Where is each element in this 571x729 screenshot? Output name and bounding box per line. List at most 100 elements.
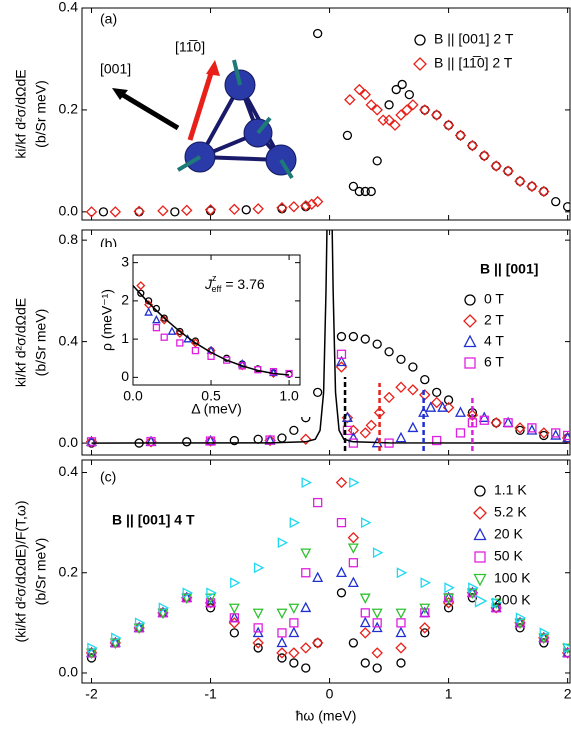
data-point [527,423,537,433]
x-tick-label: 0.0 [123,388,143,404]
x-tick-label: -2 [85,686,98,702]
data-point [301,477,312,489]
data-point [167,326,177,335]
data-point [86,653,97,663]
data-point [562,431,570,443]
data-point [175,328,185,338]
data-point [311,637,324,649]
data-point [430,109,443,121]
data-point [152,323,161,332]
data-point [300,601,312,613]
y-tick-label: 0.2 [59,563,79,579]
data-point [396,658,406,668]
data-point [490,160,502,172]
data-point [277,628,287,638]
data-point [176,327,184,336]
data-point [455,406,466,417]
data-point [372,547,384,559]
data-point [85,206,98,218]
data-point [145,435,157,447]
data-point [277,653,287,663]
spin [232,59,242,86]
data-point [349,477,360,489]
data-point [312,571,324,583]
data-point [241,205,251,215]
data-point [109,638,121,650]
data-point [359,88,371,101]
data-point [442,401,455,414]
data-point [145,436,157,448]
data-point [181,593,193,605]
data-point [300,200,312,212]
data-point [288,201,300,213]
arrow-head [206,60,220,76]
data-point [383,391,395,404]
data-point [87,642,98,654]
data-point [348,181,359,192]
data-point [229,628,240,638]
data-point [515,612,527,624]
y-tick-label: 0.0 [59,434,79,450]
data-point [288,626,300,638]
data-point [85,436,98,448]
data-point [253,643,263,653]
data-point [269,367,278,376]
data-point [276,202,288,214]
data-layer [85,28,570,218]
data-point [419,104,431,116]
data-point [562,430,570,441]
x-tick-label: 1 [445,686,453,702]
data-point [206,346,216,356]
data-point [181,204,193,217]
data-point [336,588,347,598]
data-point [289,618,299,628]
data-point [360,186,370,197]
data-point [313,28,323,39]
x-tick-label: -1 [204,686,217,702]
data-point [206,587,217,599]
spin [176,155,202,172]
data-point [158,602,170,614]
legend-label: 4 T [484,333,504,349]
data-point [170,207,180,217]
y-axis-label: ki/kf d²σ/dΩdE [13,69,29,158]
legend-marker [464,357,476,369]
data-point [144,297,153,305]
data-point [160,333,168,341]
legend-title: B || [001] [480,261,538,277]
legend-label: 6 T [484,354,504,370]
data-point [347,576,359,588]
data-point [479,415,489,425]
data-point [526,424,538,435]
data-point [491,597,503,609]
data-point [359,627,371,639]
y-tick-label: 1 [121,330,129,346]
data-point [371,608,383,620]
data-point [539,638,549,648]
legend-label: 0 T [484,291,504,307]
annotation-part: J [204,276,213,292]
data-point [335,476,348,489]
data-point [204,435,217,447]
data-point [335,355,347,367]
data-point [342,425,353,436]
data-point [365,419,377,432]
data-point [563,642,570,654]
data-point [182,437,192,447]
data-point [407,384,419,396]
data-point [289,658,299,668]
arrow-001 [116,89,180,131]
data-point [359,427,371,439]
data-point [222,356,231,364]
data-point [205,598,216,608]
data-point [265,435,275,445]
data-point [360,608,370,618]
legend-label: 100 K [494,570,531,586]
data-point [253,434,263,444]
direction-label: [11̅0] [175,39,205,55]
legend-marker [473,527,487,541]
legend-marker [464,294,476,306]
data-point [514,618,526,630]
data-point [551,428,561,438]
data-point [252,637,264,649]
